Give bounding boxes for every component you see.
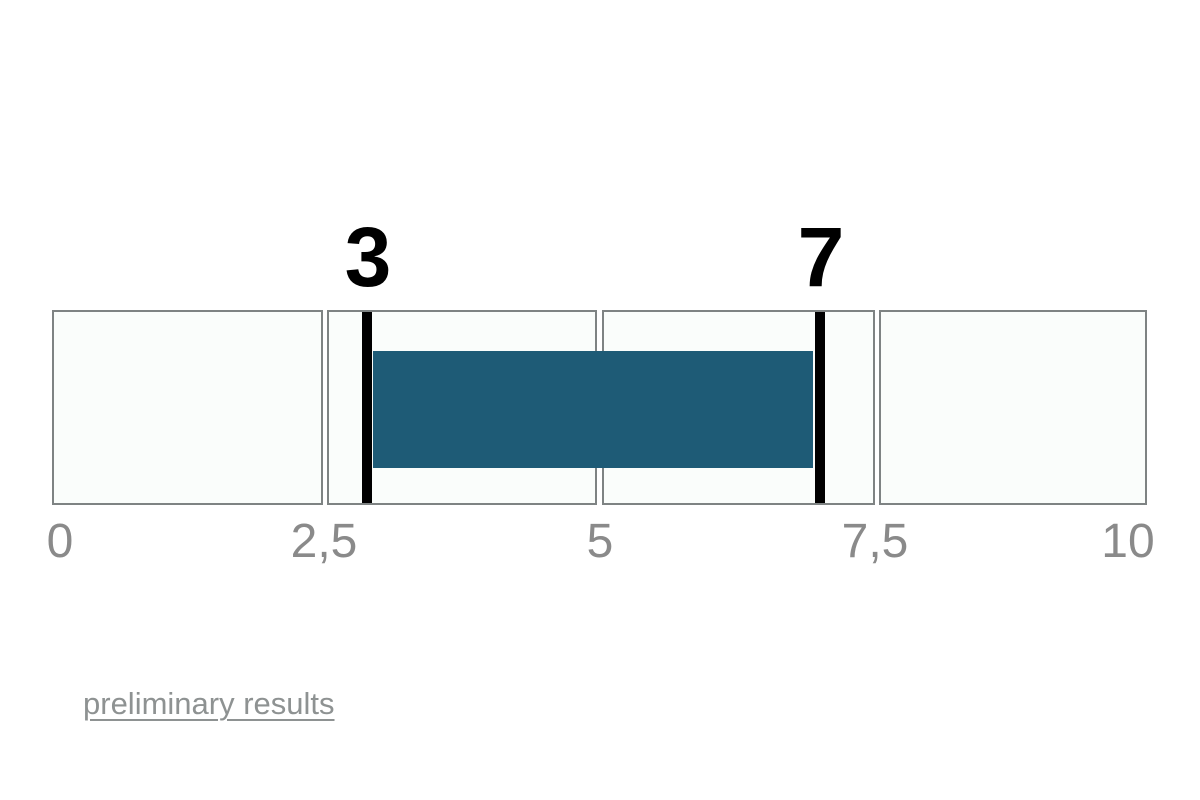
axis-tick-label-5: 5 (586, 515, 614, 568)
range-bar (373, 351, 813, 468)
preliminary-results-link[interactable]: preliminary results (83, 686, 335, 721)
axis-tick-label-7.5: 7,5 (841, 515, 909, 568)
scale-segment-0-2.5 (52, 310, 323, 505)
range-end-label: 7 (797, 210, 845, 304)
scale-segment-7.5-10 (879, 310, 1147, 505)
range-end-marker (815, 312, 825, 503)
axis-tick-label-2.5: 2,5 (290, 515, 358, 568)
range-start-marker (362, 312, 372, 503)
axis-tick-label-10: 10 (1101, 515, 1155, 568)
range-start-label: 3 (344, 210, 392, 304)
axis-tick-label-0: 0 (46, 515, 74, 568)
